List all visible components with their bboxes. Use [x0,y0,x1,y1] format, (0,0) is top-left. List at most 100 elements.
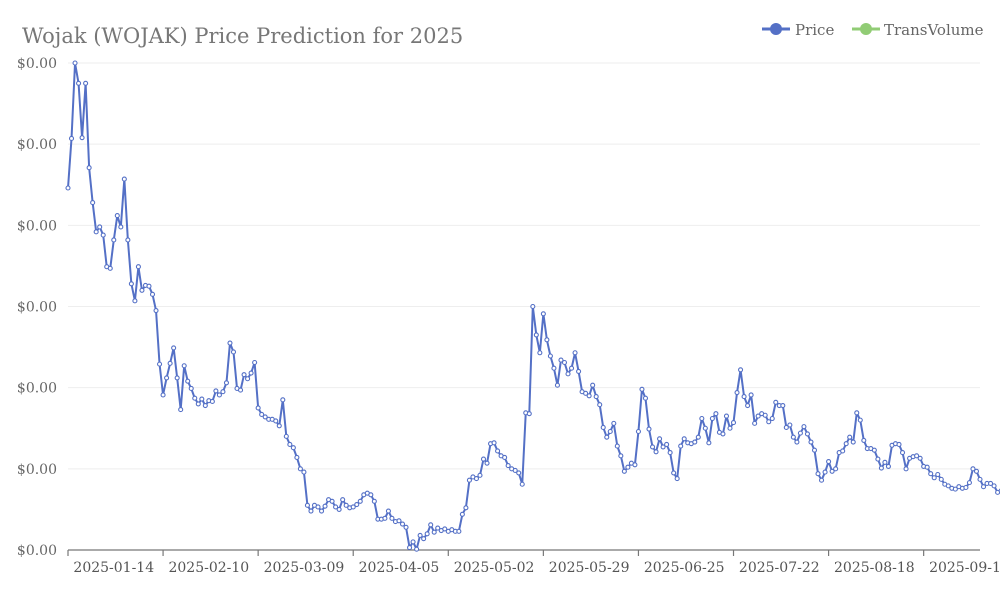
price-data-point[interactable] [709,415,715,422]
price-data-point[interactable] [220,389,226,395]
price-data-point[interactable] [442,526,448,532]
price-data-point[interactable] [480,456,487,462]
price-data-point[interactable] [551,365,557,371]
price-data-point[interactable] [928,471,934,477]
price-data-point[interactable] [797,430,803,436]
price-data-point[interactable] [399,521,406,527]
price-data-point[interactable] [502,454,508,461]
price-data-point[interactable] [389,515,395,521]
price-data-point[interactable] [537,350,543,356]
price-data-point[interactable] [727,425,733,431]
price-data-point[interactable] [597,402,603,408]
price-data-point[interactable] [600,424,606,430]
price-data-point[interactable] [491,440,497,446]
price-data-point[interactable] [301,469,307,475]
price-data-point[interactable] [931,475,937,481]
price-data-point[interactable] [76,80,82,86]
price-data-point[interactable] [178,407,184,413]
price-data-point[interactable] [611,420,617,426]
price-data-point[interactable] [787,422,793,428]
price-data-point[interactable] [72,60,78,66]
price-data-point[interactable] [322,503,328,509]
price-data-point[interactable] [533,332,539,338]
price-data-point[interactable] [871,447,877,453]
price-data-point[interactable] [164,375,170,381]
price-data-point[interactable] [407,545,413,551]
price-data-point[interactable] [111,237,117,243]
price-data-point[interactable] [980,484,987,490]
price-data-point[interactable] [695,434,701,440]
price-data-point[interactable] [745,402,751,409]
price-data-point[interactable] [607,428,613,435]
price-data-point[interactable] [899,450,906,456]
price-data-point[interactable] [505,463,511,469]
price-data-point[interactable] [973,468,980,474]
price-data-point[interactable] [526,411,532,417]
price-data-point[interactable] [171,345,177,351]
price-data-point[interactable] [755,413,761,419]
price-data-point[interactable] [804,431,811,437]
price-data-point[interactable] [544,337,550,343]
price-data-point[interactable] [65,185,71,191]
price-data-point[interactable] [854,410,860,416]
price-data-point[interactable] [135,264,141,270]
price-data-point[interactable] [970,466,976,472]
price-data-point[interactable] [93,229,99,235]
price-data-point[interactable] [276,423,282,429]
price-data-point[interactable] [702,425,708,431]
price-data-point[interactable] [382,515,388,521]
price-data-point[interactable] [343,502,349,508]
price-data-point[interactable] [547,353,553,359]
price-data-point[interactable] [157,361,163,367]
price-data-point[interactable] [653,449,659,455]
price-data-point[interactable] [410,539,416,545]
price-data-point[interactable] [495,448,501,454]
price-data-point[interactable] [829,468,835,474]
price-data-point[interactable] [79,135,85,141]
price-data-point[interactable] [738,367,744,373]
price-data-point[interactable] [385,508,391,514]
price-data-point[interactable] [977,476,983,482]
price-data-point[interactable] [128,281,134,287]
price-data-point[interactable] [850,439,856,445]
price-data-point[interactable] [333,504,339,510]
price-data-point[interactable] [885,463,892,469]
price-data-point[interactable] [699,415,705,422]
price-data-point[interactable] [678,443,684,449]
price-data-point[interactable] [903,466,909,472]
price-data-point[interactable] [421,536,427,542]
price-data-point[interactable] [811,447,818,453]
price-data-point[interactable] [576,368,582,374]
price-data-point[interactable] [241,372,247,378]
price-data-point[interactable] [216,392,222,398]
price-data-point[interactable] [192,395,198,401]
price-data-point[interactable] [431,529,437,535]
price-data-point[interactable] [354,501,360,508]
price-data-point[interactable] [463,505,469,511]
price-data-point[interactable] [635,428,641,435]
price-data-point[interactable] [308,508,314,514]
price-data-point[interactable] [202,402,208,409]
price-data-point[interactable] [649,444,656,450]
price-data-point[interactable] [642,395,649,401]
price-data-point[interactable] [100,232,106,238]
price-data-point[interactable] [213,388,219,394]
price-data-point[interactable] [966,480,972,486]
price-data-point[interactable] [329,498,335,504]
price-data-point[interactable] [963,484,969,491]
price-data-point[interactable] [847,434,853,440]
price-data-point[interactable] [692,439,698,445]
price-data-point[interactable] [565,371,571,377]
price-data-point[interactable] [822,469,828,475]
price-data-point[interactable] [230,349,237,355]
price-data-point[interactable] [833,466,839,472]
price-data-point[interactable] [917,455,923,461]
price-data-point[interactable] [153,308,159,314]
price-data-point[interactable] [125,237,131,243]
price-data-point[interactable] [646,426,652,432]
price-data-point[interactable] [519,481,525,487]
price-data-point[interactable] [417,532,423,538]
price-data-point[interactable] [614,443,620,449]
price-data-point[interactable] [625,464,631,470]
price-data-point[interactable] [403,524,409,530]
